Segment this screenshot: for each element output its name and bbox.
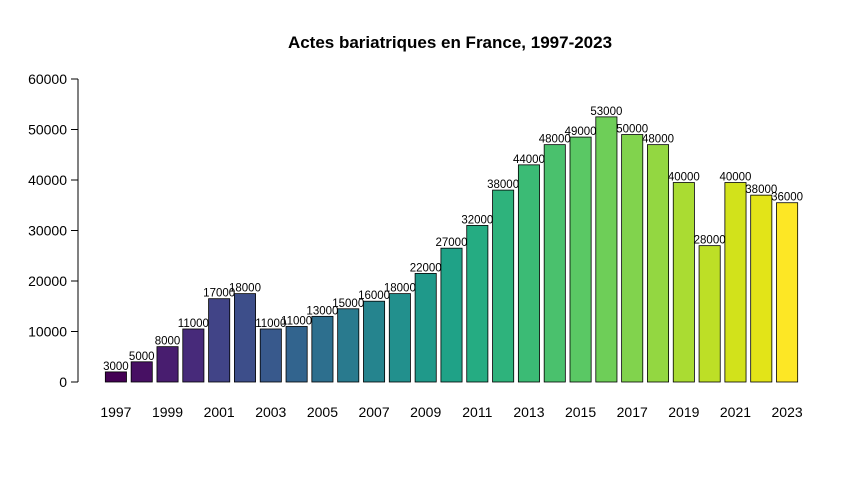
x-tick-label: 2007 <box>358 404 389 420</box>
x-tick-label: 2023 <box>772 404 803 420</box>
bar-2008 <box>388 293 411 383</box>
bar-2012 <box>492 189 515 383</box>
bar-2023 <box>776 202 799 383</box>
bar-2003 <box>259 328 282 383</box>
bar-1998 <box>130 361 153 383</box>
x-tick-label: 2019 <box>668 404 699 420</box>
bar-2011 <box>466 225 489 383</box>
bar-2001 <box>208 298 231 383</box>
bar-1997 <box>104 371 127 383</box>
data-label-2004: 11000 <box>281 315 312 327</box>
data-label-2017: 50000 <box>616 124 648 136</box>
data-label-2013: 44000 <box>513 154 545 166</box>
data-label-2001: 17000 <box>203 288 235 300</box>
bar-2016 <box>595 116 618 383</box>
bar-2022 <box>750 194 773 383</box>
x-tick-label: 1999 <box>152 404 183 420</box>
x-tick-label: 2001 <box>204 404 235 420</box>
data-label-2021: 40000 <box>719 172 751 184</box>
bar-2017 <box>621 134 644 383</box>
y-tick-label: 20000 <box>28 273 67 289</box>
y-tick-label: 10000 <box>28 324 67 340</box>
data-label-2002: 18000 <box>229 283 261 295</box>
bar-2010 <box>440 247 463 383</box>
x-tick-label: 2015 <box>565 404 596 420</box>
data-label-2012: 38000 <box>487 179 519 191</box>
x-tick-label: 2017 <box>617 404 648 420</box>
data-label-2003: 11000 <box>255 318 286 330</box>
data-label-2009: 22000 <box>410 262 442 274</box>
bar-2020 <box>698 245 721 383</box>
bar-1999 <box>156 346 179 383</box>
data-label-2020: 28000 <box>694 235 726 247</box>
data-label-2016: 53000 <box>590 106 622 118</box>
data-label-1998: 5000 <box>129 351 155 363</box>
bar-2007 <box>363 300 386 383</box>
bar-2018 <box>647 144 670 383</box>
data-label-2010: 27000 <box>436 237 468 249</box>
data-label-2007: 16000 <box>358 290 390 302</box>
bar-2000 <box>182 328 205 383</box>
y-tick-label: 0 <box>59 374 67 390</box>
data-label-2023: 36000 <box>771 192 803 204</box>
bar-2014 <box>543 144 566 383</box>
bar-2009 <box>414 273 437 383</box>
data-labels-group: 3000500080001100017000180001100011000130… <box>103 106 803 373</box>
y-tick-label: 50000 <box>28 122 67 138</box>
x-tick-label: 2003 <box>255 404 286 420</box>
bar-2013 <box>517 164 540 383</box>
x-tick-label: 2009 <box>410 404 441 420</box>
x-tick-label: 2005 <box>307 404 338 420</box>
bars-group <box>104 116 799 383</box>
x-tick-label: 2013 <box>513 404 544 420</box>
y-tick-label: 30000 <box>28 223 67 239</box>
bar-2021 <box>724 182 747 383</box>
data-label-2006: 15000 <box>332 298 364 310</box>
data-label-2015: 49000 <box>565 126 597 138</box>
data-label-2014: 48000 <box>539 134 571 146</box>
y-axis: 0 10000 20000 30000 40000 50000 60000 <box>28 71 79 390</box>
chart-title: Actes bariatriques en France, 1997-2023 <box>288 33 612 52</box>
data-label-1999: 8000 <box>155 336 181 348</box>
data-label-2005: 13000 <box>306 305 338 317</box>
bar-2006 <box>337 308 360 383</box>
data-label-2000: 11000 <box>178 318 209 330</box>
bar-2005 <box>311 315 334 383</box>
data-label-2019: 40000 <box>668 172 700 184</box>
data-label-2022: 38000 <box>745 184 777 196</box>
x-tick-label: 2021 <box>720 404 751 420</box>
x-tick-label: 2011 <box>462 404 492 420</box>
data-label-1997: 3000 <box>103 361 129 373</box>
data-label-2008: 18000 <box>384 283 416 295</box>
data-label-2011: 32000 <box>461 214 493 226</box>
x-axis: 1997 1999 2001 2003 2005 2007 2009 2011 2013 2015… <box>100 404 803 420</box>
y-tick-label: 60000 <box>28 71 67 87</box>
x-tick-label: 1997 <box>100 404 131 420</box>
bar-2002 <box>233 293 256 383</box>
bar-2019 <box>672 182 695 383</box>
bar-2004 <box>285 326 308 383</box>
data-label-2018: 48000 <box>642 134 674 146</box>
bar-2015 <box>569 136 592 383</box>
y-tick-label: 40000 <box>28 172 67 188</box>
